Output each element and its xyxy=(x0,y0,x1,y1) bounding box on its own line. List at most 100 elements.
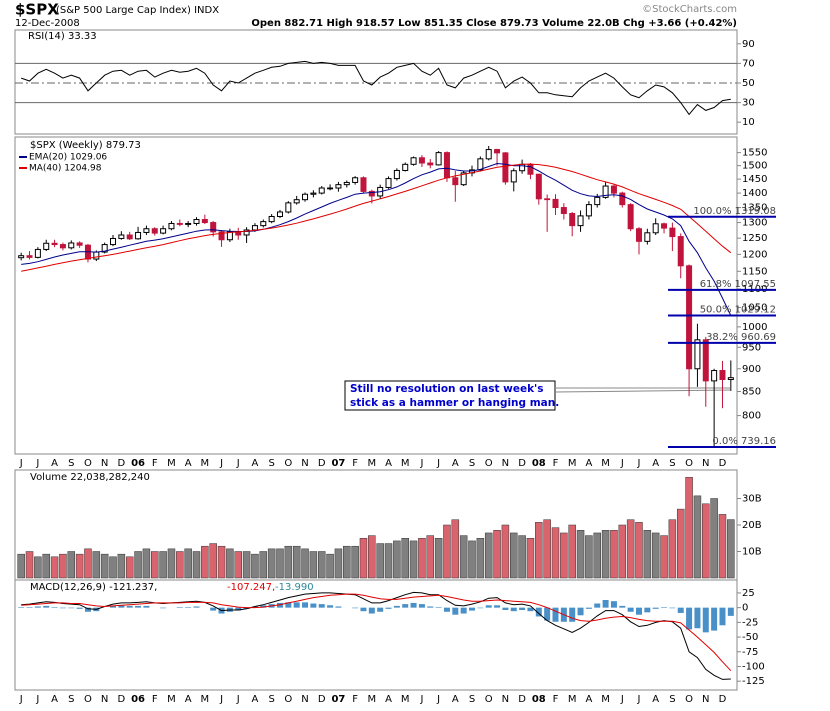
volume-bar xyxy=(643,530,652,579)
histogram-bar xyxy=(402,604,409,608)
histogram-bar xyxy=(485,605,492,608)
candle-body xyxy=(577,215,584,227)
x-tick-label: F xyxy=(553,458,559,469)
x-tick-label: O xyxy=(284,694,292,705)
x-tick-label: A xyxy=(252,694,259,705)
candle-body xyxy=(452,177,459,186)
x-tick-label: J xyxy=(637,694,641,705)
x-tick-label: A xyxy=(585,694,592,705)
x-tick-label: M xyxy=(201,458,210,469)
date: 12-Dec-2008 xyxy=(15,18,80,29)
volume-bar xyxy=(676,508,685,579)
candle-body xyxy=(51,242,58,246)
series-line xyxy=(21,593,732,672)
x-tick-label: A xyxy=(51,458,58,469)
volume-bar xyxy=(226,548,234,579)
x-tick-label: M xyxy=(368,694,377,705)
histogram-bar xyxy=(243,607,250,609)
volume-bar xyxy=(526,538,535,579)
candle-body xyxy=(34,248,41,258)
x-tick-label: J xyxy=(419,694,423,705)
histogram-bar xyxy=(727,607,734,616)
candle-body xyxy=(226,231,233,241)
histogram-bar xyxy=(293,602,300,608)
price-panel xyxy=(14,136,738,455)
candle-body xyxy=(610,185,617,194)
candle-body xyxy=(218,231,225,241)
candle-body xyxy=(644,232,651,242)
volume-bar xyxy=(660,535,668,579)
y-tick-label: 0 xyxy=(742,603,748,614)
price-title: $SPX (Weekly) 879.73 xyxy=(30,140,141,151)
volume-bar xyxy=(468,540,476,579)
candle-body xyxy=(193,219,200,224)
candle-body xyxy=(435,152,442,166)
candle-body xyxy=(176,222,183,225)
candle-body xyxy=(293,199,300,204)
candle-body xyxy=(59,244,66,249)
legend-label: EMA(20) 1029.06 xyxy=(29,153,107,163)
x-tick-label: N xyxy=(502,694,509,705)
histogram-bar xyxy=(652,607,659,609)
volume-bar xyxy=(476,538,485,579)
x-tick-label: J xyxy=(620,458,624,469)
histogram-bar xyxy=(577,607,584,616)
x-tick-label: O xyxy=(685,458,693,469)
histogram-bar xyxy=(235,607,242,611)
histogram-bar xyxy=(126,605,133,608)
candle-body xyxy=(602,185,609,198)
histogram-bar xyxy=(393,605,400,608)
y-tick-label: 1050 xyxy=(742,302,767,313)
x-tick-label: F xyxy=(352,458,358,469)
x-tick-label: F xyxy=(352,694,358,705)
volume-bar xyxy=(359,538,368,579)
x-tick-label: A xyxy=(185,694,192,705)
candle-body xyxy=(110,237,117,246)
candle-body xyxy=(135,231,142,240)
x-tick-label: A xyxy=(185,458,192,469)
y-tick-label: 1550 xyxy=(742,148,767,159)
volume-bar xyxy=(25,551,34,579)
histogram-bar xyxy=(34,606,41,608)
y-tick-label: 1400 xyxy=(742,188,767,199)
histogram-bar xyxy=(360,607,367,612)
y-tick-label: -100 xyxy=(742,661,765,672)
x-tick-label: A xyxy=(585,458,592,469)
histogram-bar xyxy=(702,607,709,633)
x-tick-label: M xyxy=(368,458,377,469)
y-tick-label: 1300 xyxy=(742,218,767,229)
x-tick-label: D xyxy=(318,458,326,469)
x-tick-label: O xyxy=(84,458,92,469)
x-tick-label: J xyxy=(19,694,23,705)
candle-body xyxy=(276,211,283,217)
histogram-bar xyxy=(251,606,258,608)
histogram-bar xyxy=(469,607,476,611)
candle-body xyxy=(619,192,626,206)
x-tick-label: D xyxy=(518,458,526,469)
histogram-bar xyxy=(569,607,576,622)
histogram-bar xyxy=(610,601,617,608)
histogram-bar xyxy=(510,607,517,612)
y-tick-label: -125 xyxy=(742,676,765,687)
y-tick-label: 1350 xyxy=(742,203,767,214)
volume-bar xyxy=(727,519,735,579)
volume-bar xyxy=(309,551,318,579)
macd-hist-title: -13.990 xyxy=(275,582,314,593)
y-tick-label: 950 xyxy=(742,342,761,353)
candle-body xyxy=(669,227,676,238)
x-tick-label: 06 xyxy=(131,694,145,705)
candle-body xyxy=(635,228,642,242)
x-tick-label: J xyxy=(236,694,240,705)
candle-body xyxy=(661,223,668,229)
x-tick-label: F xyxy=(152,458,158,469)
candle-body xyxy=(43,242,50,250)
volume-bar xyxy=(418,538,426,579)
candle-body xyxy=(560,207,567,214)
x-tick-label: S xyxy=(68,694,74,705)
volume-bar xyxy=(459,535,468,579)
x-tick-label: J xyxy=(35,458,39,469)
x-tick-label: A xyxy=(652,694,659,705)
x-tick-label: M xyxy=(401,694,410,705)
volume-bar xyxy=(710,498,718,579)
x-tick-label: M xyxy=(601,694,610,705)
